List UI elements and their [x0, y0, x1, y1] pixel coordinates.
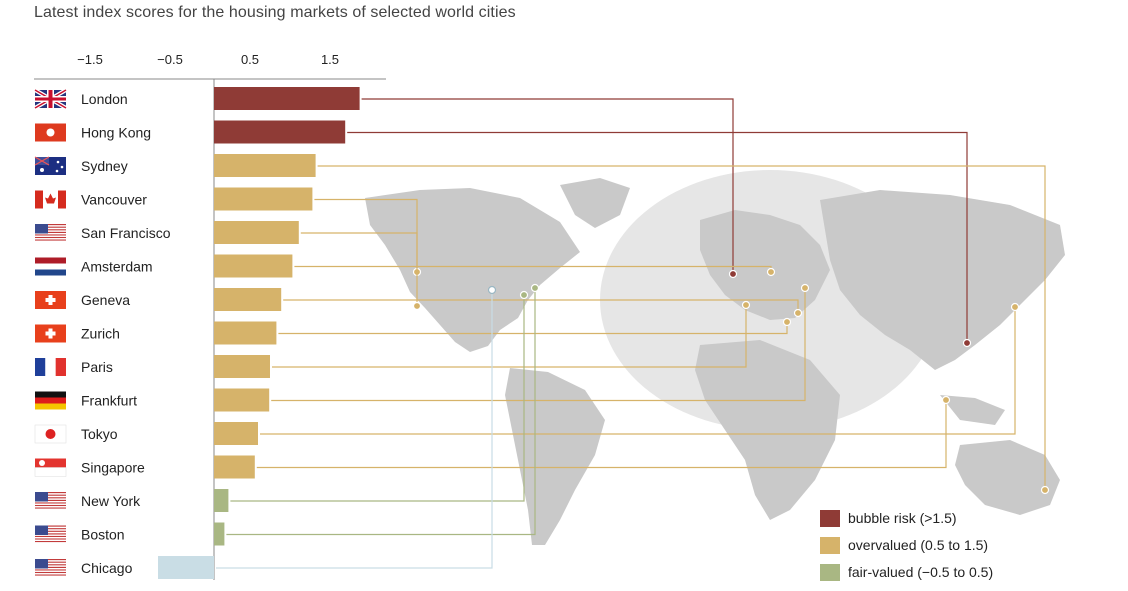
city-label: San Francisco — [81, 225, 171, 241]
city-label: Zurich — [81, 326, 120, 342]
ch-flag-icon — [35, 324, 66, 343]
city-label: Vancouver — [81, 192, 147, 208]
leader-line — [216, 290, 493, 569]
city-label: Sydney — [81, 158, 128, 174]
hk-flag-icon — [35, 123, 66, 142]
de-flag-icon — [35, 391, 66, 410]
city-dot — [412, 301, 422, 311]
city-label: Chicago — [81, 560, 133, 576]
world-map — [365, 170, 1065, 545]
city-bar — [214, 489, 229, 512]
city-label: London — [81, 91, 128, 107]
legend-swatch — [820, 537, 840, 554]
city-dot — [741, 300, 751, 310]
city-dot — [728, 269, 738, 279]
city-label: Singapore — [81, 460, 145, 476]
ca-flag-icon — [35, 190, 66, 209]
city-label: New York — [81, 493, 141, 509]
city-label: Frankfurt — [81, 393, 137, 409]
city-dot — [1040, 485, 1050, 495]
au-flag-icon — [34, 156, 66, 175]
leader-line — [230, 295, 525, 502]
city-label: Paris — [81, 359, 113, 375]
city-dot — [962, 338, 972, 348]
city-bar — [214, 120, 346, 144]
city-rows: London Hong Kong Sydney Vancouver San Franci… — [33, 87, 360, 579]
city-dot — [766, 267, 776, 277]
leader-line — [283, 299, 799, 313]
legend-label: bubble risk (>1.5) — [848, 510, 957, 526]
leader-line — [361, 98, 734, 274]
leader-line — [347, 131, 968, 343]
fr-flag-icon — [35, 358, 66, 376]
city-dot — [800, 283, 810, 293]
leader-lines — [216, 98, 1050, 569]
sg-flag-icon — [34, 458, 67, 477]
city-bar — [214, 455, 255, 479]
chart-title: Latest index scores for the housing mark… — [34, 4, 516, 21]
city-dot — [1010, 302, 1020, 312]
se-asia-shape — [940, 395, 1005, 425]
us-flag-icon — [35, 492, 66, 510]
city-bar — [214, 288, 282, 311]
legend-label: overvalued (0.5 to 1.5) — [848, 537, 988, 553]
city-bar — [214, 388, 270, 412]
leader-line — [260, 307, 1016, 435]
city-dot — [487, 285, 497, 295]
leader-line — [272, 305, 747, 368]
uk-flag-icon — [33, 88, 68, 110]
legend-swatch — [820, 564, 840, 581]
city-dot — [530, 283, 540, 293]
africa-shape — [695, 340, 840, 520]
us-flag-icon — [35, 525, 66, 544]
city-bar — [214, 522, 225, 546]
greenland-shape — [560, 178, 630, 228]
south-america-shape — [505, 368, 605, 545]
city-label: Hong Kong — [81, 125, 151, 141]
x-axis-ticks: −1.5 −0.5 0.5 1.5 — [77, 52, 339, 67]
city-bar — [214, 254, 293, 278]
legend-swatch — [820, 510, 840, 527]
x-tick-label: −1.5 — [77, 52, 103, 67]
leader-line — [271, 288, 806, 402]
city-dot — [793, 308, 803, 318]
city-label: Geneva — [81, 292, 130, 308]
australia-shape — [955, 440, 1060, 515]
city-label: Amsterdam — [81, 259, 153, 275]
legend: bubble risk (>1.5) overvalued (0.5 to 1.5… — [820, 510, 993, 581]
leader-line — [226, 288, 536, 536]
x-tick-label: −0.5 — [157, 52, 183, 67]
jp-flag-icon — [34, 424, 67, 444]
city-dot — [782, 317, 792, 327]
leader-line — [300, 232, 418, 306]
city-dot — [519, 290, 529, 300]
city-bar — [214, 187, 313, 211]
city-bar — [214, 221, 299, 244]
legend-label: fair-valued (−0.5 to 0.5) — [848, 564, 993, 580]
city-dot — [941, 395, 951, 405]
city-bar — [214, 87, 360, 110]
x-tick-label: 1.5 — [321, 52, 339, 67]
us-flag-icon — [35, 559, 66, 577]
city-bar — [214, 321, 277, 345]
asia-shape — [820, 190, 1065, 370]
ch-flag-icon — [35, 291, 66, 309]
city-label: Tokyo — [81, 426, 118, 442]
us-flag-icon — [35, 224, 66, 242]
x-tick-label: 0.5 — [241, 52, 259, 67]
city-label: Boston — [81, 527, 125, 543]
city-bar — [214, 355, 270, 378]
city-bar — [214, 422, 258, 445]
nl-flag-icon — [35, 257, 66, 276]
city-bar — [158, 556, 214, 579]
city-bar — [214, 154, 316, 177]
north-america-shape — [365, 188, 580, 352]
leader-line — [256, 400, 947, 469]
leader-line — [317, 165, 1046, 490]
